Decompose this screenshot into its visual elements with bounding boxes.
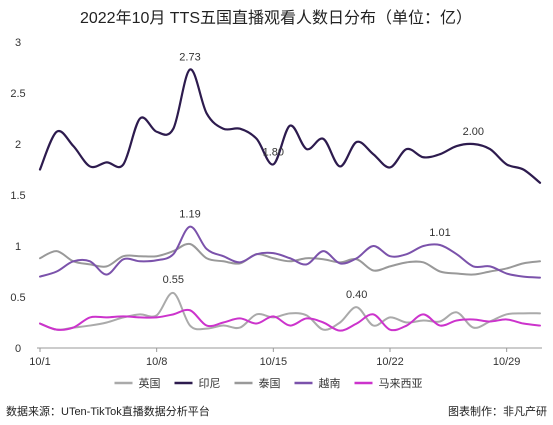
- data-label: 1.80: [263, 146, 284, 158]
- data-label: 1.19: [179, 209, 200, 221]
- x-tick-label: 10/15: [260, 356, 288, 368]
- x-axis: 10/1 10/8 10/15 10/22 10/29: [29, 348, 520, 368]
- series-line: [39, 308, 541, 332]
- y-tick-label: 3: [15, 37, 21, 49]
- y-tick-label: 1: [15, 241, 21, 253]
- legend-label: 英国: [139, 376, 161, 390]
- series-line: [39, 242, 541, 276]
- y-tick-label: 0.5: [10, 292, 25, 304]
- y-tick-label: 2: [15, 139, 21, 151]
- x-tick-label: 10/29: [493, 356, 521, 368]
- series-line: [39, 225, 541, 279]
- data-source-note: 数据来源：UTen-TikTok直播数据分析平台: [6, 404, 210, 418]
- data-label: 2.00: [463, 126, 484, 138]
- series-line: [39, 291, 541, 331]
- legend-label: 马来西亚: [379, 377, 423, 390]
- legend-label: 越南: [319, 376, 341, 390]
- legend: 英国 印尼 泰国 越南 马来西亚: [114, 376, 423, 390]
- y-tick-label: 0: [15, 343, 21, 355]
- data-label: 1.01: [429, 227, 450, 239]
- series-line: [38, 68, 542, 184]
- legend-label: 泰国: [259, 376, 281, 390]
- x-tick-label: 10/22: [376, 356, 404, 368]
- y-axis: 0 0.5 1 1.5 2 2.5 3: [10, 37, 25, 355]
- series-group: [38, 68, 542, 332]
- data-label: 0.40: [346, 289, 367, 301]
- y-tick-label: 2.5: [10, 88, 25, 100]
- annotations: 2.73 1.80 2.00 1.19 1.01 0.55 0.40: [163, 52, 484, 302]
- chart-credit: 图表制作：非凡产研: [448, 404, 547, 418]
- chart-title: 2022年10月 TTS五国直播观看人数日分布（单位：亿）: [80, 9, 472, 27]
- x-tick-label: 10/1: [29, 356, 50, 368]
- x-tick-label: 10/8: [146, 356, 167, 368]
- legend-label: 印尼: [199, 377, 221, 390]
- data-label: 2.73: [179, 52, 200, 64]
- y-tick-label: 1.5: [10, 190, 25, 202]
- data-label: 0.55: [163, 274, 184, 286]
